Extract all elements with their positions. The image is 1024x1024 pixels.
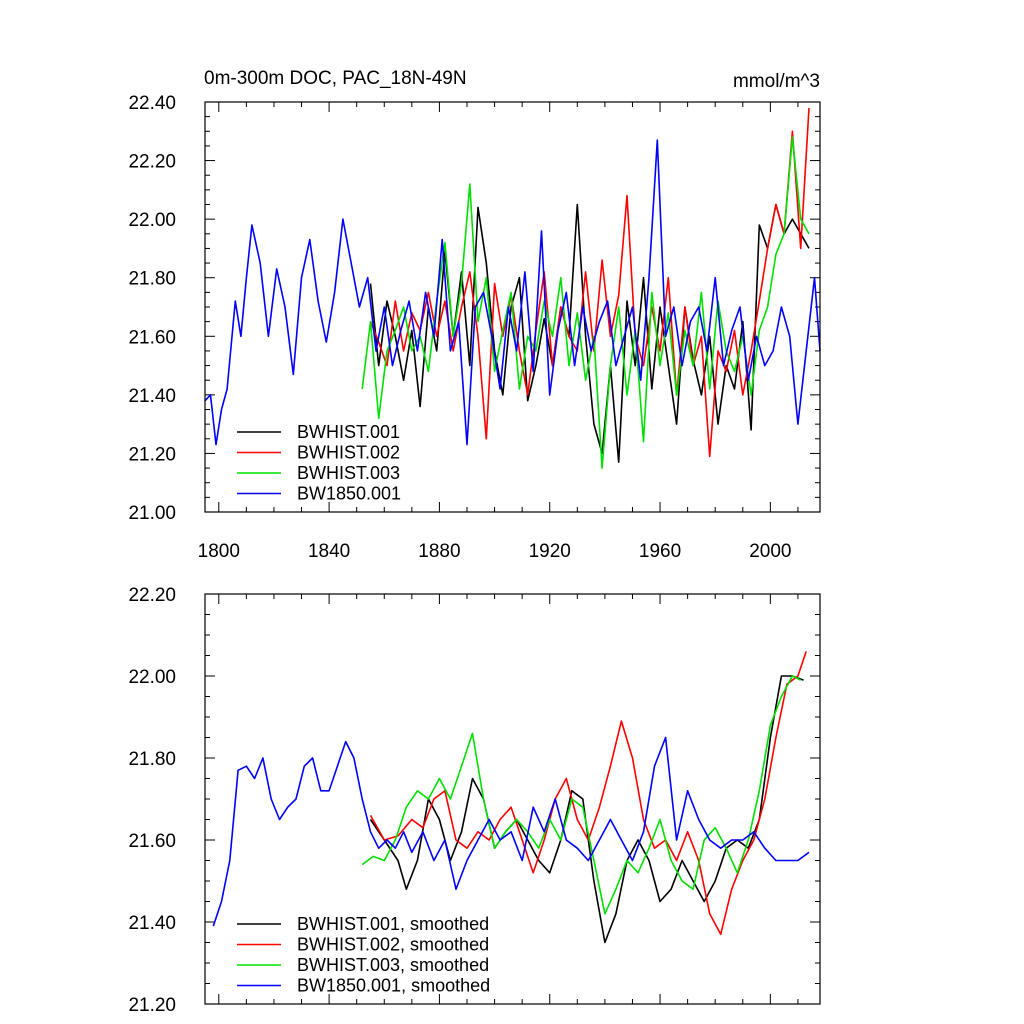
- x-tick-label: 1880: [418, 541, 460, 562]
- y-tick-label: 22.20: [128, 585, 176, 606]
- bottom-series-line-2: [369, 651, 807, 936]
- legend-label: BW1850.001, smoothed: [297, 976, 490, 996]
- y-tick-label: 22.40: [128, 93, 176, 114]
- legend-label: BWHIST.002, smoothed: [297, 935, 489, 955]
- y-tick-label: 22.20: [128, 152, 176, 173]
- legend-label: BWHIST.002: [297, 443, 400, 463]
- x-tick-label: 1800: [198, 541, 240, 562]
- legend-label: BWHIST.003: [297, 463, 400, 483]
- y-tick-label: 21.00: [128, 503, 176, 524]
- top-chart-title: 0m-300m DOC, PAC_18N-49N: [204, 68, 467, 89]
- y-tick-label: 21.60: [128, 327, 176, 348]
- top-chart-units: mmol/m^3: [733, 71, 820, 92]
- legend-label: BW1850.001: [297, 484, 401, 504]
- legend-label: BWHIST.001, smoothed: [297, 914, 489, 934]
- y-tick-label: 21.20: [128, 995, 176, 1016]
- bottom-chart-panel: 21.20 21.40 21.60 21.80 22.00 22.20 BWHIST.00…: [128, 585, 821, 1016]
- bottom-series-line-3: [361, 675, 802, 915]
- top-chart-panel: 0m-300m DOC, PAC_18N-49N mmol/m^3 21.002…: [128, 68, 821, 562]
- bottom-chart-frame: [204, 593, 821, 1005]
- bottom-series-line-1: [369, 675, 804, 944]
- y-tick-label: 21.80: [128, 749, 176, 770]
- top-series-line-4: [204, 139, 821, 446]
- y-tick-label: 21.60: [128, 831, 176, 852]
- legend-label: BWHIST.001: [297, 422, 400, 442]
- top-series-line-2: [369, 107, 810, 458]
- bottom-chart-series: [212, 651, 810, 944]
- y-tick-label: 21.20: [128, 444, 176, 465]
- top-chart-ticks: 21.00 21.20 21.40 21.60 21.80 22.00 22.20 22.40…: [128, 93, 820, 562]
- legend-label: BWHIST.003, smoothed: [297, 955, 489, 975]
- bottom-series-line-4: [212, 736, 810, 927]
- top-chart-series: [204, 107, 821, 469]
- x-tick-label: 2000: [749, 541, 791, 562]
- x-tick-label: 1840: [308, 541, 350, 562]
- top-chart-frame: [204, 101, 821, 513]
- x-tick-label: 1920: [529, 541, 571, 562]
- y-tick-label: 21.80: [128, 269, 176, 290]
- y-tick-label: 21.40: [128, 913, 176, 934]
- y-tick-label: 21.40: [128, 386, 176, 407]
- y-tick-label: 22.00: [128, 667, 176, 688]
- top-series-line-3: [361, 136, 810, 469]
- y-tick-label: 22.00: [128, 210, 176, 231]
- x-tick-label: 1960: [639, 541, 681, 562]
- bottom-chart-ticks: 21.20 21.40 21.60 21.80 22.00 22.20: [128, 585, 820, 1016]
